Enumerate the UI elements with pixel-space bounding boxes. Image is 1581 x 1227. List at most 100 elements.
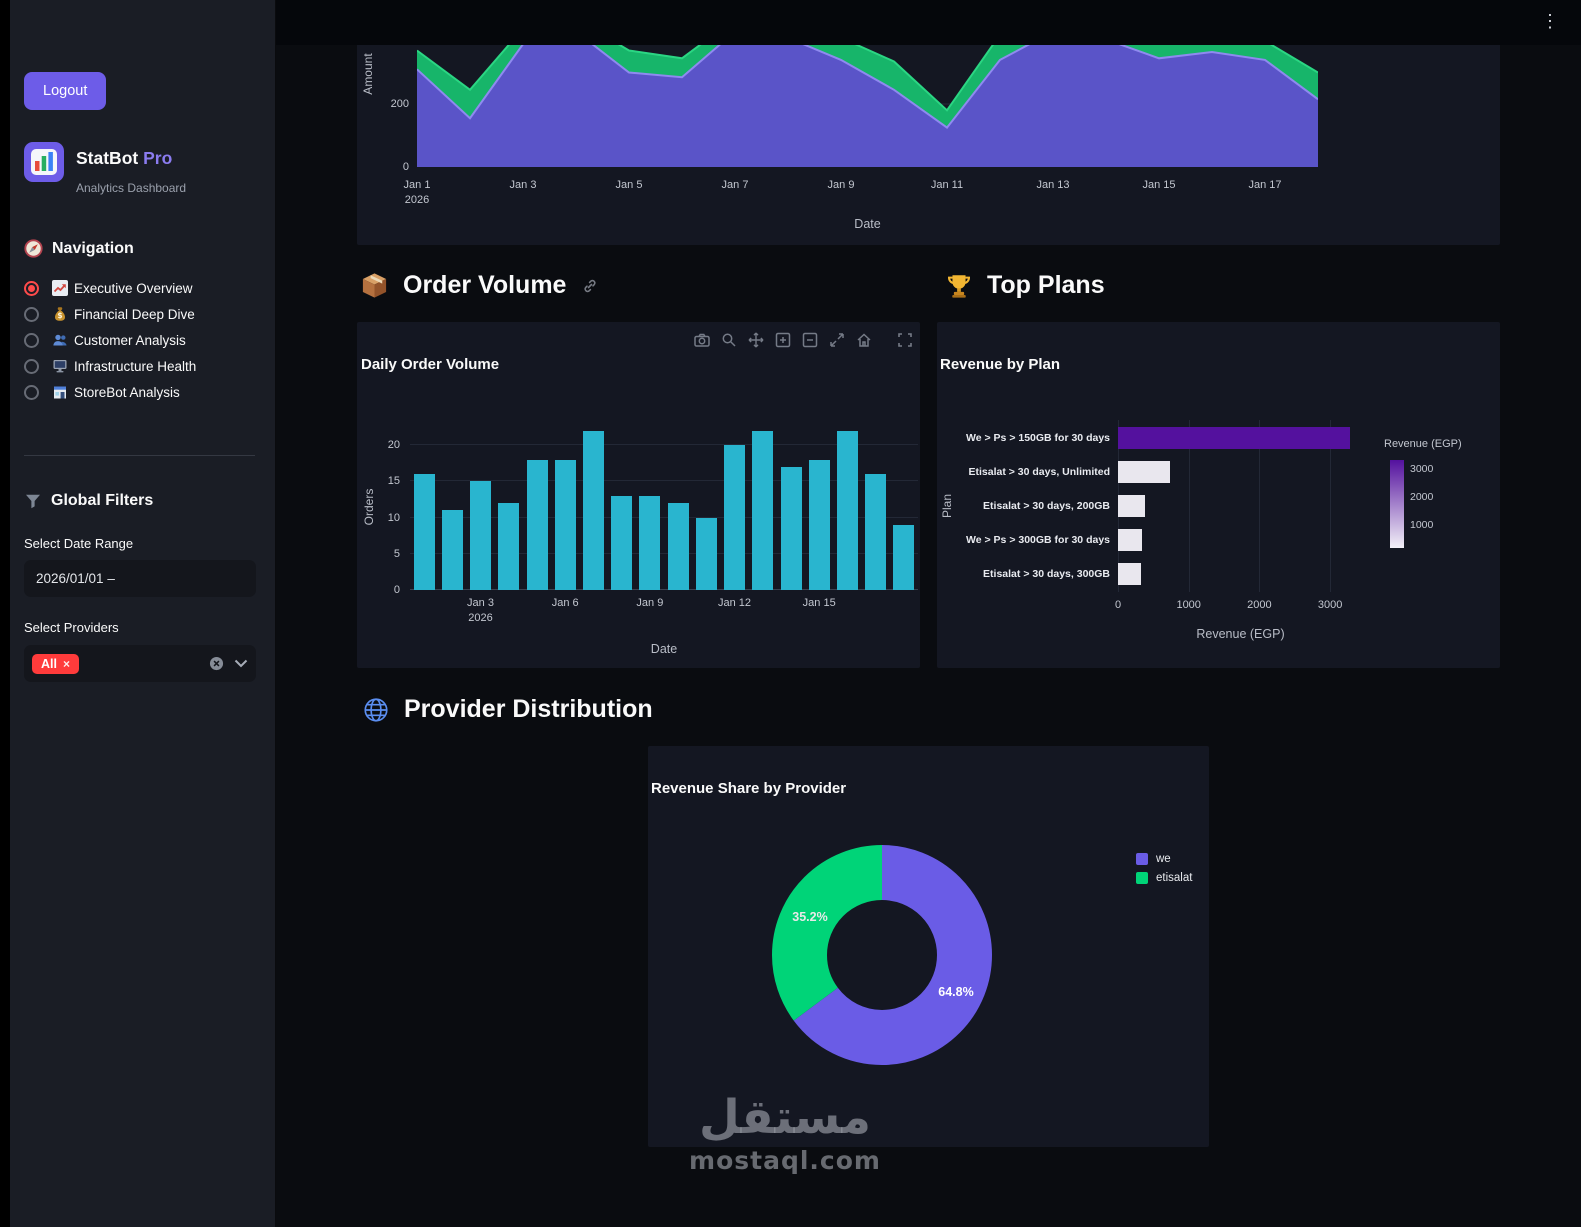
sidebar-item-executive-overview[interactable]: Executive Overview — [24, 279, 196, 297]
order-volume-bar[interactable] — [554, 459, 576, 590]
x-tick-label: Jan 17 — [1248, 179, 1282, 191]
y-axis-title: Plan — [940, 493, 954, 519]
order-volume-bar[interactable] — [413, 474, 435, 590]
chart-title: Revenue Share by Provider — [651, 780, 847, 797]
pie-label-we: 64.8% — [938, 985, 974, 999]
amount-area-chart[interactable] — [417, 45, 1318, 167]
order-volume-bar[interactable] — [441, 510, 463, 590]
order-volume-bar-chart — [410, 425, 918, 590]
order-volume-bar[interactable] — [695, 517, 717, 590]
reset-axes-home-icon[interactable] — [855, 331, 873, 349]
chevron-down-icon[interactable] — [234, 659, 248, 668]
x-tick-label: Jan 12 — [717, 597, 752, 609]
chart-title: Revenue by Plan — [940, 356, 1061, 373]
order-volume-bar[interactable] — [639, 495, 661, 590]
order-volume-bar[interactable] — [808, 459, 830, 590]
radio-button[interactable] — [24, 332, 39, 348]
gridline — [410, 552, 918, 554]
legend-swatch-we — [1136, 853, 1148, 865]
svg-text:$: $ — [57, 311, 62, 320]
x-tick-label: Jan 11 — [930, 179, 964, 191]
zoom-icon[interactable] — [720, 331, 738, 349]
sidebar-item-customer-analysis[interactable]: Customer Analysis — [24, 331, 196, 349]
x-tick-label: Jan 6 — [551, 597, 579, 609]
x-tick-label: 3000 — [1317, 599, 1343, 611]
order-volume-bar[interactable] — [724, 445, 745, 590]
radio-button[interactable] — [24, 384, 39, 400]
sidebar-item-storebot-analysis[interactable]: StoreBot Analysis — [24, 383, 196, 401]
y-tick-label: 10 — [387, 511, 400, 524]
pie-slice-etisalat[interactable] — [772, 845, 992, 1065]
legend-item-etisalat[interactable]: etisalat — [1136, 872, 1192, 884]
y-tick-label: 0 — [393, 584, 400, 596]
plan-category-labels: We > Ps > 150GB for 30 days Etisalat > 30… — [937, 420, 1118, 592]
pie-label-etisalat: 35.2% — [792, 910, 828, 924]
autoscale-icon[interactable] — [828, 331, 846, 349]
x-tick-label: Jan 9 — [636, 597, 664, 609]
x-tick-label: Jan 1 2026 — [403, 179, 431, 206]
overflow-menu-icon[interactable]: ⋮ — [1541, 11, 1559, 31]
plan-revenue-bar[interactable] — [1118, 529, 1143, 551]
logout-button[interactable]: Logout — [24, 72, 107, 110]
order-volume-bar[interactable] — [667, 503, 689, 590]
globe-icon — [364, 697, 388, 722]
chip-remove-icon[interactable]: × — [62, 656, 70, 671]
package-icon — [362, 273, 387, 298]
daily-order-volume-card: Daily Order Volume 0 5 10 15 20 Orders Jan 3… — [357, 322, 920, 668]
plan-revenue-bar[interactable] — [1118, 461, 1170, 483]
providers-multiselect[interactable]: All × — [24, 645, 256, 682]
camera-icon[interactable] — [693, 331, 711, 349]
radio-button[interactable] — [24, 280, 39, 296]
colorbar-tick-label: 1000 — [1410, 519, 1434, 531]
plan-revenue-bar[interactable] — [1118, 563, 1142, 585]
pie-legend: we etisalat — [1136, 853, 1192, 884]
colorbar-ticks: 3000 2000 1000 — [1410, 462, 1450, 550]
zoom-out-icon[interactable] — [801, 331, 819, 349]
x-tick-label: Jan 15 — [1142, 179, 1176, 191]
nav-item-label: StoreBot Analysis — [74, 384, 180, 400]
fullscreen-icon[interactable] — [896, 331, 914, 349]
watermark-latin: mostaql.com — [689, 1145, 881, 1175]
pan-icon[interactable] — [747, 331, 765, 349]
legend-item-we[interactable]: we — [1136, 853, 1192, 865]
radio-button[interactable] — [24, 306, 39, 322]
order-volume-bar[interactable] — [611, 495, 633, 590]
colorbar-title: Revenue (EGP) — [1384, 438, 1462, 450]
x-tick-label: Jan 7 — [721, 179, 749, 191]
order-volume-bar[interactable] — [780, 466, 802, 590]
order-volume-bar[interactable] — [526, 459, 548, 590]
date-range-input[interactable]: 2026/01/01 – — [24, 560, 256, 597]
order-volume-bar[interactable] — [752, 430, 774, 590]
navigation-header: Navigation — [24, 239, 134, 258]
order-volume-section-header: Order Volume — [360, 271, 598, 300]
x-tick-label: Jan 9 — [827, 179, 855, 191]
nav-item-label: Customer Analysis — [74, 332, 186, 348]
sidebar-item-financial-deep-dive[interactable]: $ Financial Deep Dive — [24, 305, 196, 323]
plan-revenue-bar[interactable] — [1118, 427, 1350, 449]
anchor-link-icon[interactable] — [582, 278, 598, 294]
order-volume-bar[interactable] — [865, 474, 887, 590]
order-volume-bar[interactable] — [498, 503, 520, 590]
revenue-share-donut-chart[interactable] — [772, 845, 992, 1065]
gridline — [410, 480, 918, 482]
filters-header-label: Global Filters — [51, 492, 154, 509]
order-volume-bar[interactable] — [470, 481, 491, 590]
order-volume-bar[interactable] — [893, 524, 915, 590]
plan-revenue-bar[interactable] — [1118, 495, 1145, 517]
x-tick-label: 1000 — [1176, 599, 1201, 611]
order-volume-bar[interactable] — [836, 430, 858, 590]
selected-provider-chip[interactable]: All × — [32, 653, 79, 674]
order-volume-bar[interactable] — [582, 430, 604, 590]
gridline — [410, 444, 918, 445]
brand: StatBot Pro Analytics Dashboard — [24, 142, 186, 195]
sidebar-divider — [24, 455, 255, 456]
nav-radio-group: Executive Overview $ Financial Deep Dive… — [24, 279, 196, 401]
zoom-in-icon[interactable] — [774, 331, 792, 349]
area-series-we[interactable] — [417, 45, 1318, 167]
sidebar-item-infrastructure-health[interactable]: Infrastructure Health — [24, 357, 196, 375]
main-content: 200 0 Amount Jan 1 2026 Jan 3 Jan 5 Jan 7 Jan… — [276, 0, 1581, 1227]
radio-button[interactable] — [24, 358, 39, 374]
clear-all-icon[interactable] — [209, 656, 224, 671]
users-icon — [52, 332, 68, 348]
